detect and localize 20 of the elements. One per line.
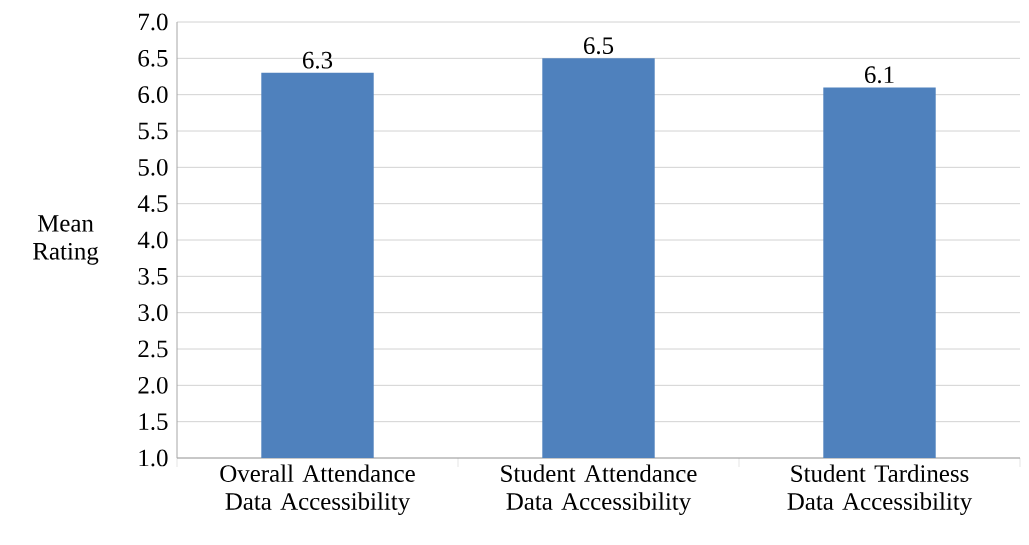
x-tick-label: Student Tardiness Data Accessibility [787, 464, 973, 515]
y-tick-label: 2.0 [138, 376, 168, 394]
y-tick-label: 7.0 [139, 13, 168, 31]
x-tick-label: Overall Attendance Data Accessibility [220, 464, 415, 515]
y-tick-label: 4.5 [137, 195, 168, 213]
y-tick-label: 5.0 [138, 158, 168, 176]
y-tick-label: 2.5 [138, 340, 168, 358]
y-tick-label: 1.0 [139, 449, 168, 467]
data-label: 6.5 [584, 37, 614, 55]
y-tick-label: 3.0 [138, 304, 168, 322]
y-tick-label: 4.0 [137, 231, 168, 249]
y-tick-label: 6.5 [138, 49, 168, 67]
y-tick-label: 1.5 [139, 413, 168, 431]
y-axis-title: Mean Rating [33, 215, 99, 265]
data-label: 6.3 [303, 51, 333, 69]
y-tick-label: 3.5 [138, 267, 168, 285]
x-tick-label: Student Attendance Data Accessibility [501, 464, 697, 515]
data-label: 6.1 [865, 66, 894, 84]
y-tick-label: 5.5 [138, 122, 168, 140]
y-tick-label: 6.0 [138, 86, 168, 104]
